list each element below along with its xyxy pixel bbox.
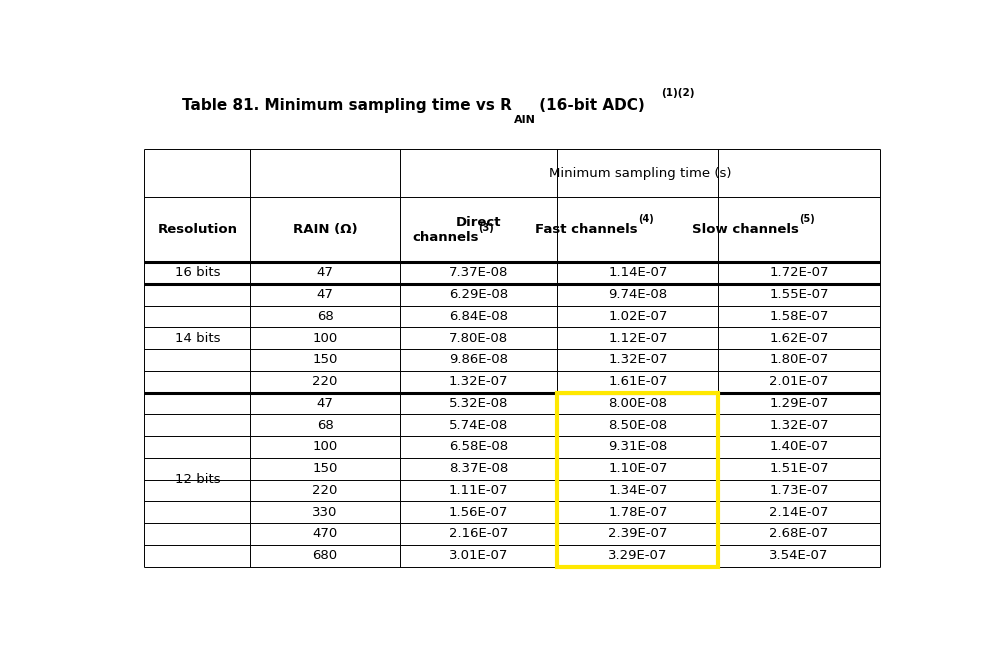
Text: 8.00E-08: 8.00E-08 <box>608 397 667 410</box>
Text: (3): (3) <box>479 223 495 233</box>
Text: 1.80E-07: 1.80E-07 <box>769 353 829 366</box>
Text: Minimum sampling time (s): Minimum sampling time (s) <box>548 167 731 180</box>
Text: 1.62E-07: 1.62E-07 <box>769 332 829 344</box>
Text: Table 81. Minimum sampling time vs R: Table 81. Minimum sampling time vs R <box>182 97 511 113</box>
Text: 9.31E-08: 9.31E-08 <box>608 441 667 453</box>
Text: 6.29E-08: 6.29E-08 <box>449 288 508 301</box>
Text: 3.54E-07: 3.54E-07 <box>769 550 829 562</box>
Text: 6.58E-08: 6.58E-08 <box>449 441 508 453</box>
Text: 3.01E-07: 3.01E-07 <box>449 550 508 562</box>
Text: (4): (4) <box>637 213 653 224</box>
Text: Resolution: Resolution <box>157 223 238 236</box>
Bar <box>557 393 718 566</box>
Text: 150: 150 <box>313 462 338 475</box>
Text: 9.74E-08: 9.74E-08 <box>608 288 667 301</box>
Text: 68: 68 <box>317 419 334 432</box>
Text: 470: 470 <box>313 528 338 541</box>
Text: 5.74E-08: 5.74E-08 <box>449 419 508 432</box>
Text: 2.68E-07: 2.68E-07 <box>769 528 829 541</box>
Text: 1.10E-07: 1.10E-07 <box>608 462 667 475</box>
Text: 1.14E-07: 1.14E-07 <box>608 266 667 279</box>
Text: 1.61E-07: 1.61E-07 <box>608 375 667 388</box>
Text: Fast channels: Fast channels <box>535 223 637 236</box>
Text: 9.86E-08: 9.86E-08 <box>450 353 508 366</box>
Text: 7.37E-08: 7.37E-08 <box>449 266 508 279</box>
Text: RAIN (Ω): RAIN (Ω) <box>293 223 358 236</box>
Text: 100: 100 <box>313 332 338 344</box>
Text: (16-bit ADC): (16-bit ADC) <box>533 97 644 113</box>
Text: 2.01E-07: 2.01E-07 <box>769 375 829 388</box>
Text: 680: 680 <box>313 550 338 562</box>
Text: 12 bits: 12 bits <box>175 473 220 486</box>
Text: 1.73E-07: 1.73E-07 <box>769 484 829 497</box>
Text: 1.11E-07: 1.11E-07 <box>449 484 508 497</box>
Text: 68: 68 <box>317 310 334 323</box>
Text: Direct: Direct <box>456 215 501 228</box>
Text: 7.80E-08: 7.80E-08 <box>449 332 508 344</box>
Text: 16 bits: 16 bits <box>175 266 220 279</box>
Text: 47: 47 <box>317 288 334 301</box>
Text: 1.51E-07: 1.51E-07 <box>769 462 829 475</box>
Text: 3.29E-07: 3.29E-07 <box>608 550 667 562</box>
Text: 47: 47 <box>317 397 334 410</box>
Text: 1.72E-07: 1.72E-07 <box>769 266 829 279</box>
Text: Slow channels: Slow channels <box>692 223 799 236</box>
Text: 330: 330 <box>313 506 338 519</box>
Text: (5): (5) <box>799 213 815 224</box>
Text: 220: 220 <box>313 484 338 497</box>
Text: 2.14E-07: 2.14E-07 <box>769 506 829 519</box>
Text: 1.58E-07: 1.58E-07 <box>769 310 829 323</box>
Text: 8.37E-08: 8.37E-08 <box>449 462 508 475</box>
Text: 14 bits: 14 bits <box>175 332 220 344</box>
Text: 1.78E-07: 1.78E-07 <box>608 506 667 519</box>
Text: 1.34E-07: 1.34E-07 <box>608 484 667 497</box>
Text: 1.12E-07: 1.12E-07 <box>608 332 667 344</box>
Text: 150: 150 <box>313 353 338 366</box>
Text: 1.02E-07: 1.02E-07 <box>608 310 667 323</box>
Text: 1.32E-07: 1.32E-07 <box>608 353 667 366</box>
Text: 1.32E-07: 1.32E-07 <box>449 375 508 388</box>
Text: channels: channels <box>412 231 479 244</box>
Text: 8.50E-08: 8.50E-08 <box>608 419 667 432</box>
Text: 47: 47 <box>317 266 334 279</box>
Text: 1.29E-07: 1.29E-07 <box>769 397 829 410</box>
Text: 1.55E-07: 1.55E-07 <box>769 288 829 301</box>
Text: 1.40E-07: 1.40E-07 <box>769 441 829 453</box>
Text: 2.39E-07: 2.39E-07 <box>608 528 667 541</box>
Text: 220: 220 <box>313 375 338 388</box>
Text: 1.56E-07: 1.56E-07 <box>449 506 508 519</box>
Text: (1)(2): (1)(2) <box>661 88 695 98</box>
Text: 5.32E-08: 5.32E-08 <box>449 397 508 410</box>
Text: 2.16E-07: 2.16E-07 <box>449 528 508 541</box>
Text: AIN: AIN <box>513 115 535 124</box>
Text: 100: 100 <box>313 441 338 453</box>
Text: 6.84E-08: 6.84E-08 <box>450 310 508 323</box>
Text: 1.32E-07: 1.32E-07 <box>769 419 829 432</box>
